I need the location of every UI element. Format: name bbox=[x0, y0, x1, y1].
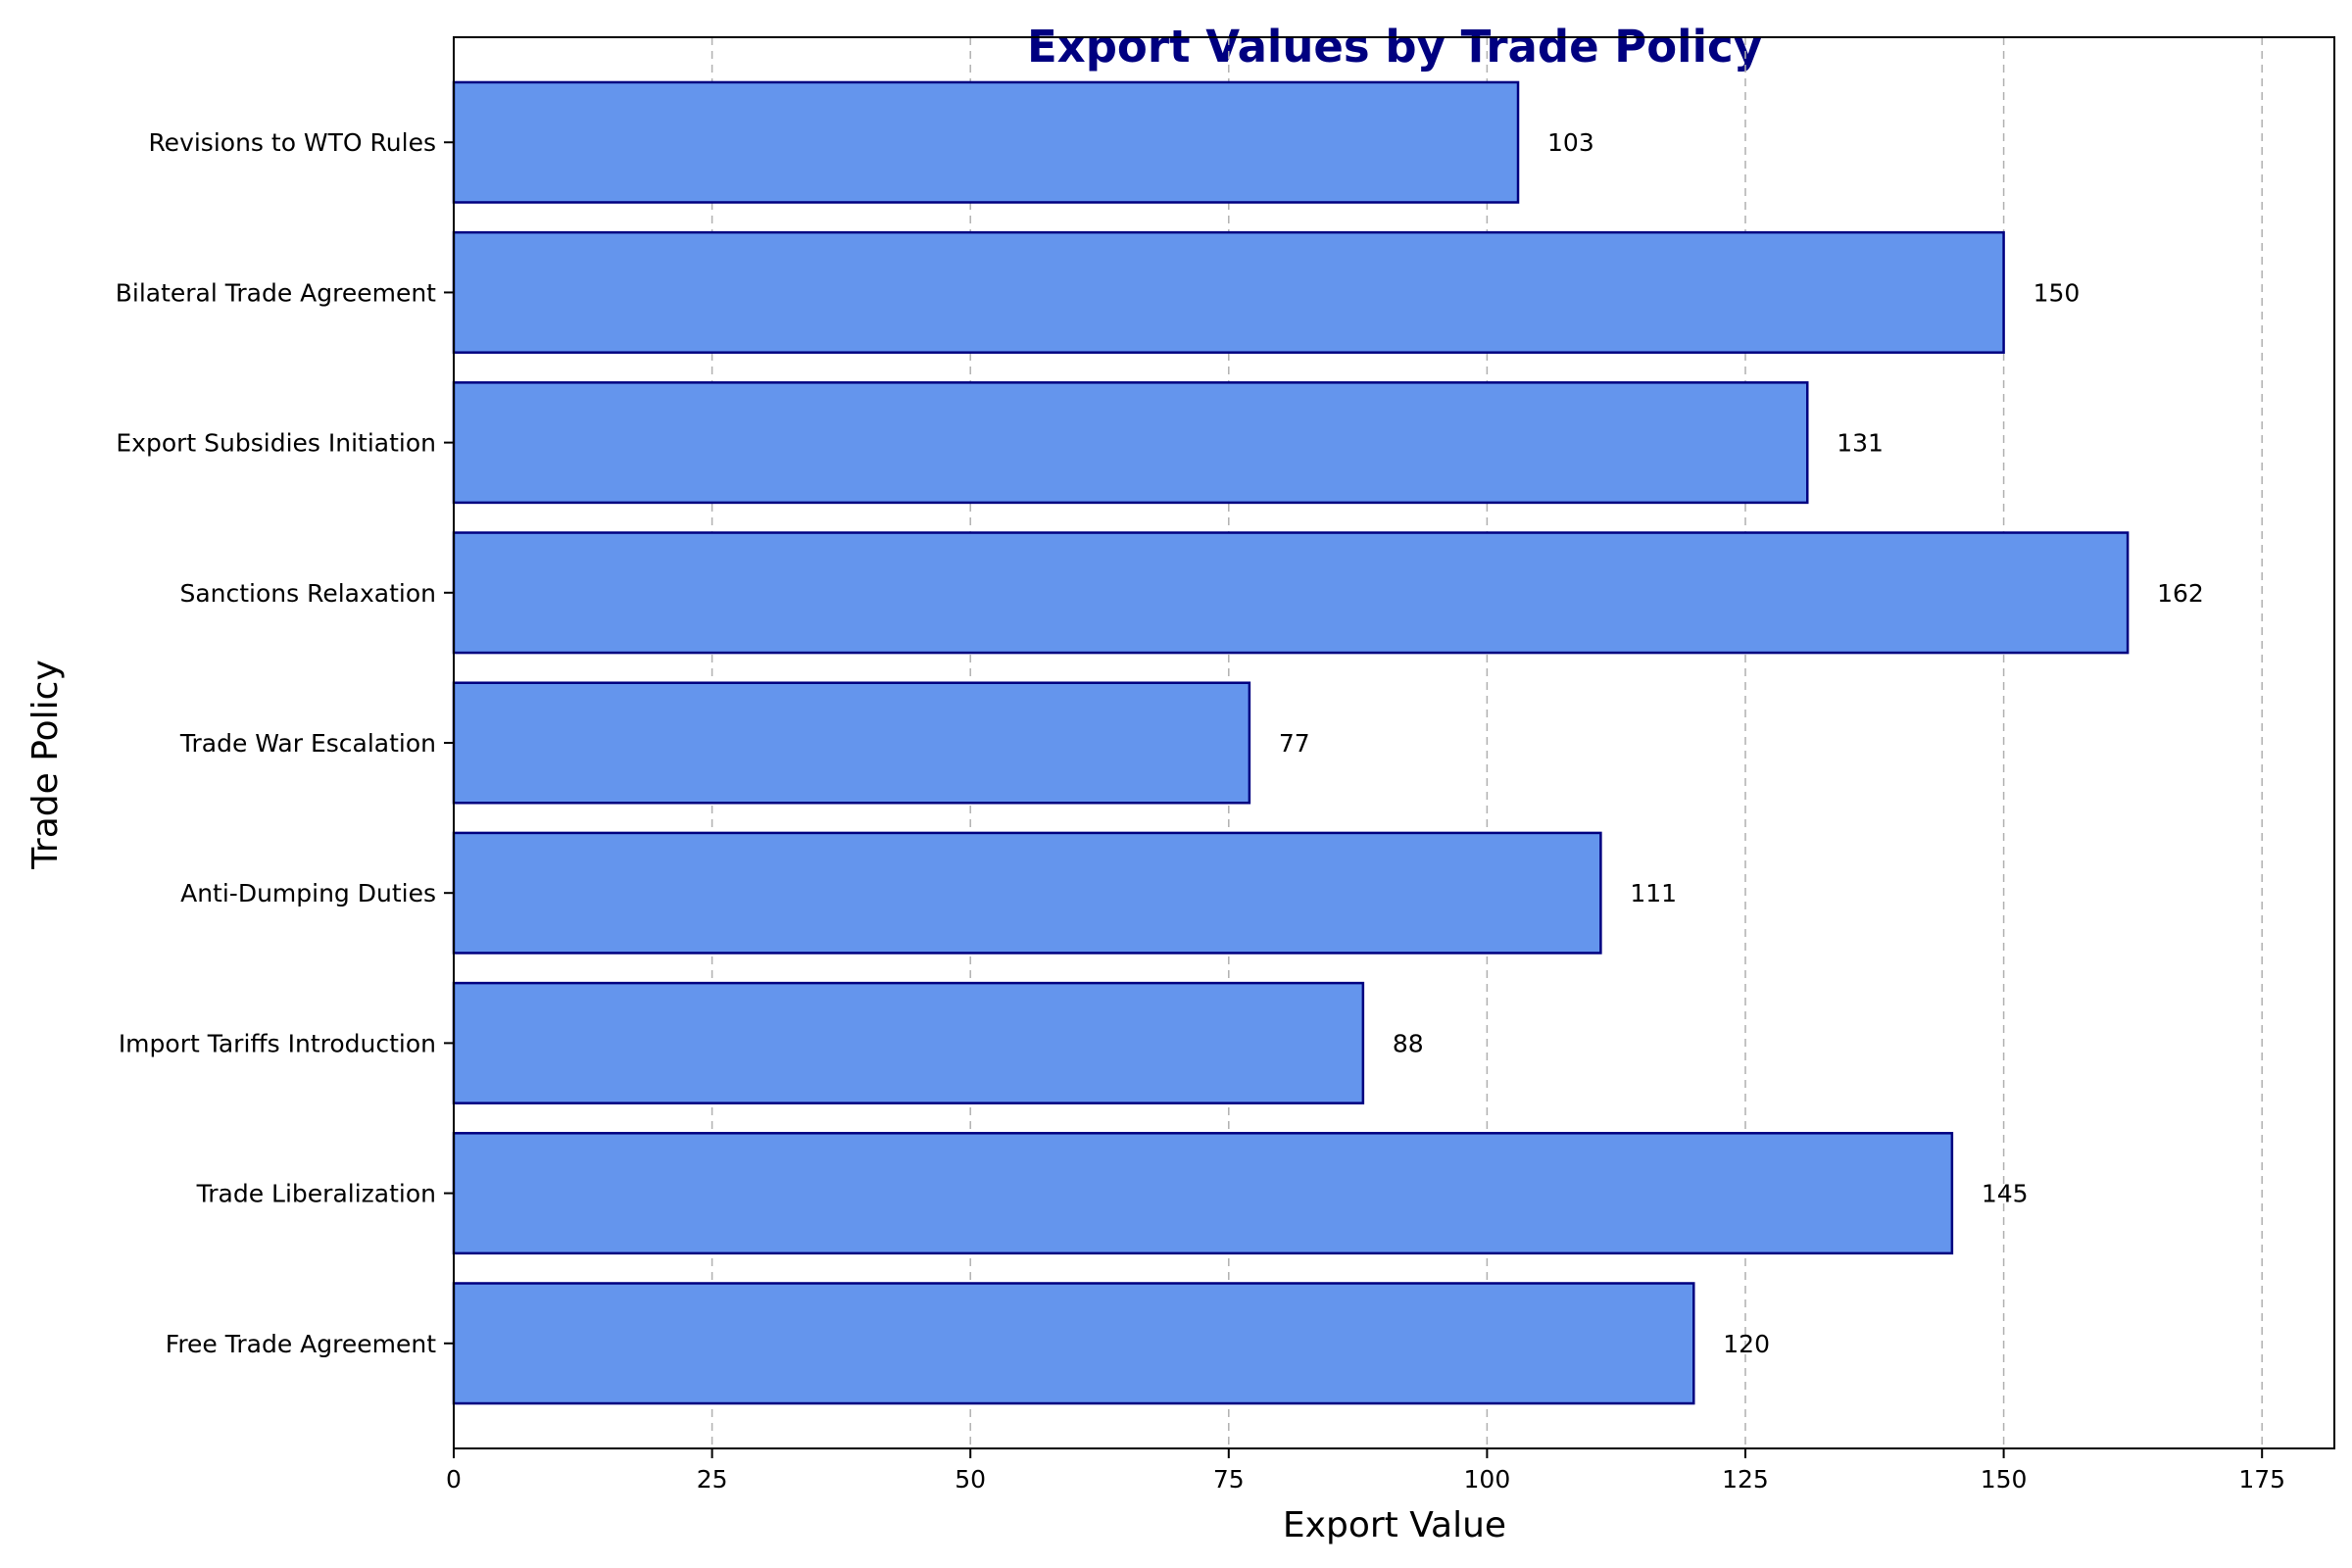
bar bbox=[452, 1132, 1954, 1255]
y-tick-label: Bilateral Trade Agreement bbox=[116, 278, 436, 307]
y-tick-label: Free Trade Agreement bbox=[166, 1330, 436, 1358]
x-axis-label: Export Value bbox=[1283, 1505, 1506, 1545]
bar bbox=[452, 381, 1809, 505]
bar bbox=[452, 831, 1602, 955]
x-tick-label: 75 bbox=[1213, 1465, 1245, 1494]
bar-value-label: 162 bbox=[2157, 579, 2204, 608]
bar-value-label: 150 bbox=[2034, 278, 2081, 307]
x-tick-label: 150 bbox=[1981, 1465, 2028, 1494]
bar bbox=[452, 230, 2005, 354]
bar bbox=[452, 531, 2130, 655]
data-labels: 120 145 88 111 77 162 131 150 103 bbox=[1279, 128, 2204, 1358]
y-tick-label: Export Subsidies Initiation bbox=[116, 429, 436, 458]
y-axis-label: Trade Policy bbox=[25, 660, 66, 870]
bar-value-label: 145 bbox=[1982, 1180, 2029, 1208]
bars bbox=[452, 80, 2130, 1405]
bar-value-label: 88 bbox=[1393, 1029, 1424, 1057]
bar bbox=[452, 981, 1365, 1104]
bar-value-label: 77 bbox=[1279, 729, 1310, 758]
x-tick-label: 50 bbox=[955, 1465, 986, 1494]
y-tick-label: Import Tariffs Introduction bbox=[119, 1029, 436, 1057]
chart-title: Export Values by Trade Policy bbox=[1027, 21, 1762, 73]
x-tick-label: 25 bbox=[697, 1465, 728, 1494]
x-tick-label: 125 bbox=[1722, 1465, 1769, 1494]
bar-value-label: 120 bbox=[1723, 1330, 1770, 1358]
bar-value-label: 131 bbox=[1837, 429, 1884, 458]
y-axis-ticks: Free Trade Agreement Trade Liberalization… bbox=[116, 128, 454, 1358]
x-tick-label: 175 bbox=[2238, 1465, 2285, 1494]
bar bbox=[452, 1282, 1695, 1405]
y-tick-label: Trade War Escalation bbox=[179, 729, 436, 758]
y-tick-label: Trade Liberalization bbox=[196, 1180, 436, 1208]
y-tick-label: Sanctions Relaxation bbox=[179, 579, 436, 608]
bar bbox=[452, 80, 1520, 204]
y-tick-label: Revisions to WTO Rules bbox=[148, 128, 436, 157]
x-tick-label: 100 bbox=[1464, 1465, 1511, 1494]
bar-value-label: 103 bbox=[1547, 128, 1594, 157]
bar bbox=[452, 681, 1251, 805]
x-axis-ticks: 0 25 50 75 100 125 150 175 bbox=[446, 1448, 2285, 1494]
x-tick-label: 0 bbox=[446, 1465, 462, 1494]
bar-value-label: 111 bbox=[1630, 879, 1677, 907]
y-tick-label: Anti-Dumping Duties bbox=[180, 879, 436, 907]
